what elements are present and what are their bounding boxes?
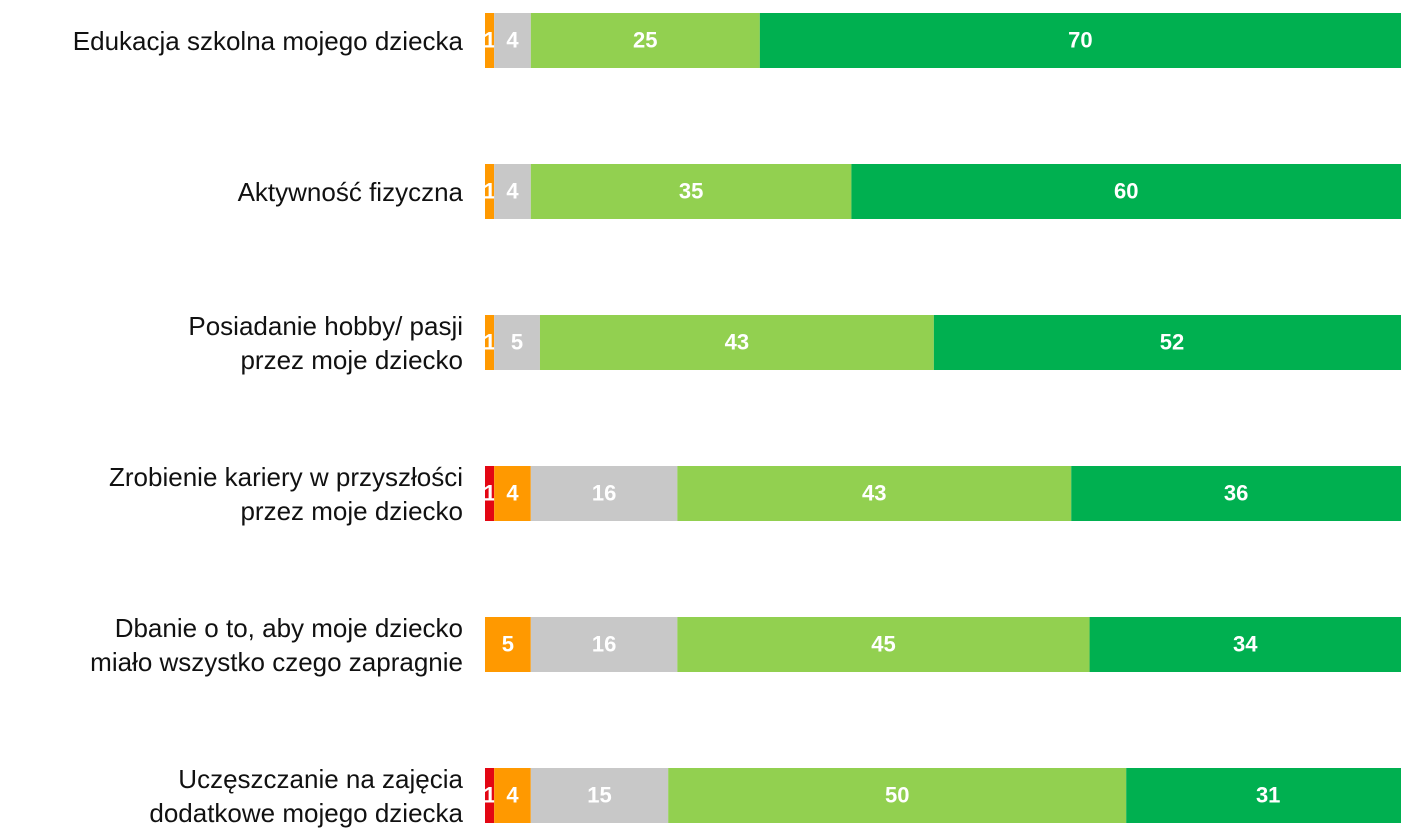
- bar-segment: [485, 315, 495, 370]
- bar-segment: [494, 466, 531, 521]
- data-label: 4: [506, 178, 519, 203]
- bar-segment: [759, 13, 1401, 68]
- bar-segment: [530, 617, 678, 672]
- data-label: 60: [1114, 178, 1138, 203]
- data-label: 31: [1256, 782, 1280, 807]
- bar-segment: [677, 617, 1090, 672]
- data-label: 35: [679, 178, 703, 203]
- bar-segment: [668, 768, 1127, 823]
- bar-segment: [539, 315, 934, 370]
- data-label: 1: [483, 27, 495, 52]
- data-label: 25: [633, 27, 657, 52]
- data-label: 1: [483, 329, 495, 354]
- bar-segment: [530, 13, 760, 68]
- data-label: 16: [592, 631, 616, 656]
- category-label: Posiadanie hobby/ pasji przez moje dziec…: [188, 310, 463, 375]
- data-label: 4: [506, 27, 519, 52]
- data-label: 43: [862, 480, 886, 505]
- bar-segment: [485, 466, 495, 521]
- data-label: 4: [506, 480, 519, 505]
- bar-segment: [485, 164, 495, 219]
- category-label: Edukacja szkolna mojego dziecka: [72, 25, 463, 56]
- bar-segment: [494, 315, 540, 370]
- bar-segment: [530, 164, 852, 219]
- bar-segment: [1071, 466, 1401, 521]
- data-label: 50: [885, 782, 909, 807]
- bar-segment: [485, 617, 531, 672]
- data-label: 1: [483, 782, 495, 807]
- bar-segment: [494, 164, 531, 219]
- data-label: 52: [1160, 329, 1184, 354]
- data-label: 43: [725, 329, 749, 354]
- data-label: 5: [502, 631, 514, 656]
- bar-segment: [851, 164, 1401, 219]
- data-label: 16: [592, 480, 616, 505]
- bar-segment: [485, 13, 495, 68]
- data-label: 45: [871, 631, 895, 656]
- bar-segment: [677, 466, 1072, 521]
- data-label: 36: [1224, 480, 1248, 505]
- category-label: Aktywność fizyczna: [237, 176, 463, 207]
- data-label: 15: [587, 782, 611, 807]
- data-label: 1: [483, 178, 495, 203]
- bar-segment: [494, 13, 531, 68]
- bar-segment: [530, 466, 678, 521]
- category-label: Uczęszczanie na zajęcia dodatkowe mojego…: [149, 763, 463, 828]
- data-label: 1: [483, 480, 495, 505]
- bar-segment: [530, 768, 669, 823]
- data-label: 70: [1068, 27, 1092, 52]
- bar-segment: [485, 768, 495, 823]
- bar-segment: [494, 768, 531, 823]
- bar-segment: [1126, 768, 1401, 823]
- category-label: Dbanie o to, aby moje dziecko miało wszy…: [90, 612, 463, 677]
- data-label: 34: [1233, 631, 1258, 656]
- category-label: Zrobienie kariery w przyszłości przez mo…: [109, 461, 463, 526]
- bar-segment: [933, 315, 1401, 370]
- bar-segment: [1089, 617, 1401, 672]
- data-label: 4: [506, 782, 519, 807]
- data-label: 5: [511, 329, 523, 354]
